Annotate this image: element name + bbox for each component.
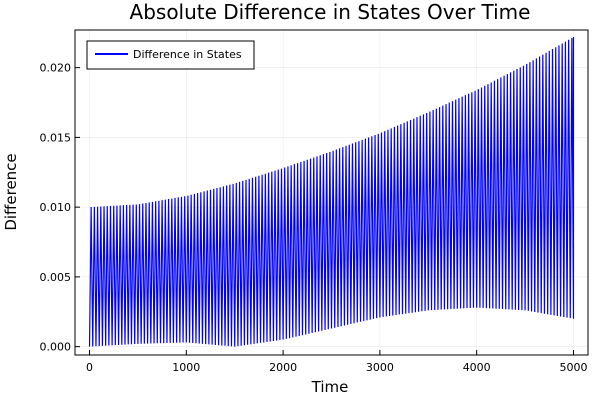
x-tick-label: 3000: [366, 361, 394, 374]
x-axis-title: Time: [311, 378, 349, 396]
series-line-difference-in-states: [88, 36, 575, 347]
x-tick-label: 0: [86, 361, 93, 374]
x-tick-label: 5000: [559, 361, 587, 374]
y-tick-label: 0.020: [40, 62, 72, 75]
axis-ticks: 0 1000 2000 3000 4000 5000 0.000 0.005 0.010 0.01…: [40, 62, 588, 374]
x-tick-label: 2000: [269, 361, 297, 374]
y-tick-label: 0.005: [40, 271, 72, 284]
y-axis-title: Difference: [2, 153, 20, 230]
y-tick-label: 0.015: [40, 131, 72, 144]
plot-frame: [74, 29, 589, 356]
legend-label: Difference in States: [133, 48, 242, 61]
y-tick-label: 0.000: [40, 341, 72, 354]
legend: Difference in States: [86, 40, 255, 70]
series-layer: [88, 36, 575, 347]
y-tick-label: 0.010: [40, 201, 72, 214]
x-tick-label: 4000: [463, 361, 491, 374]
x-tick-label: 1000: [172, 361, 200, 374]
chart-title: Absolute Difference in States Over Time: [130, 0, 531, 24]
